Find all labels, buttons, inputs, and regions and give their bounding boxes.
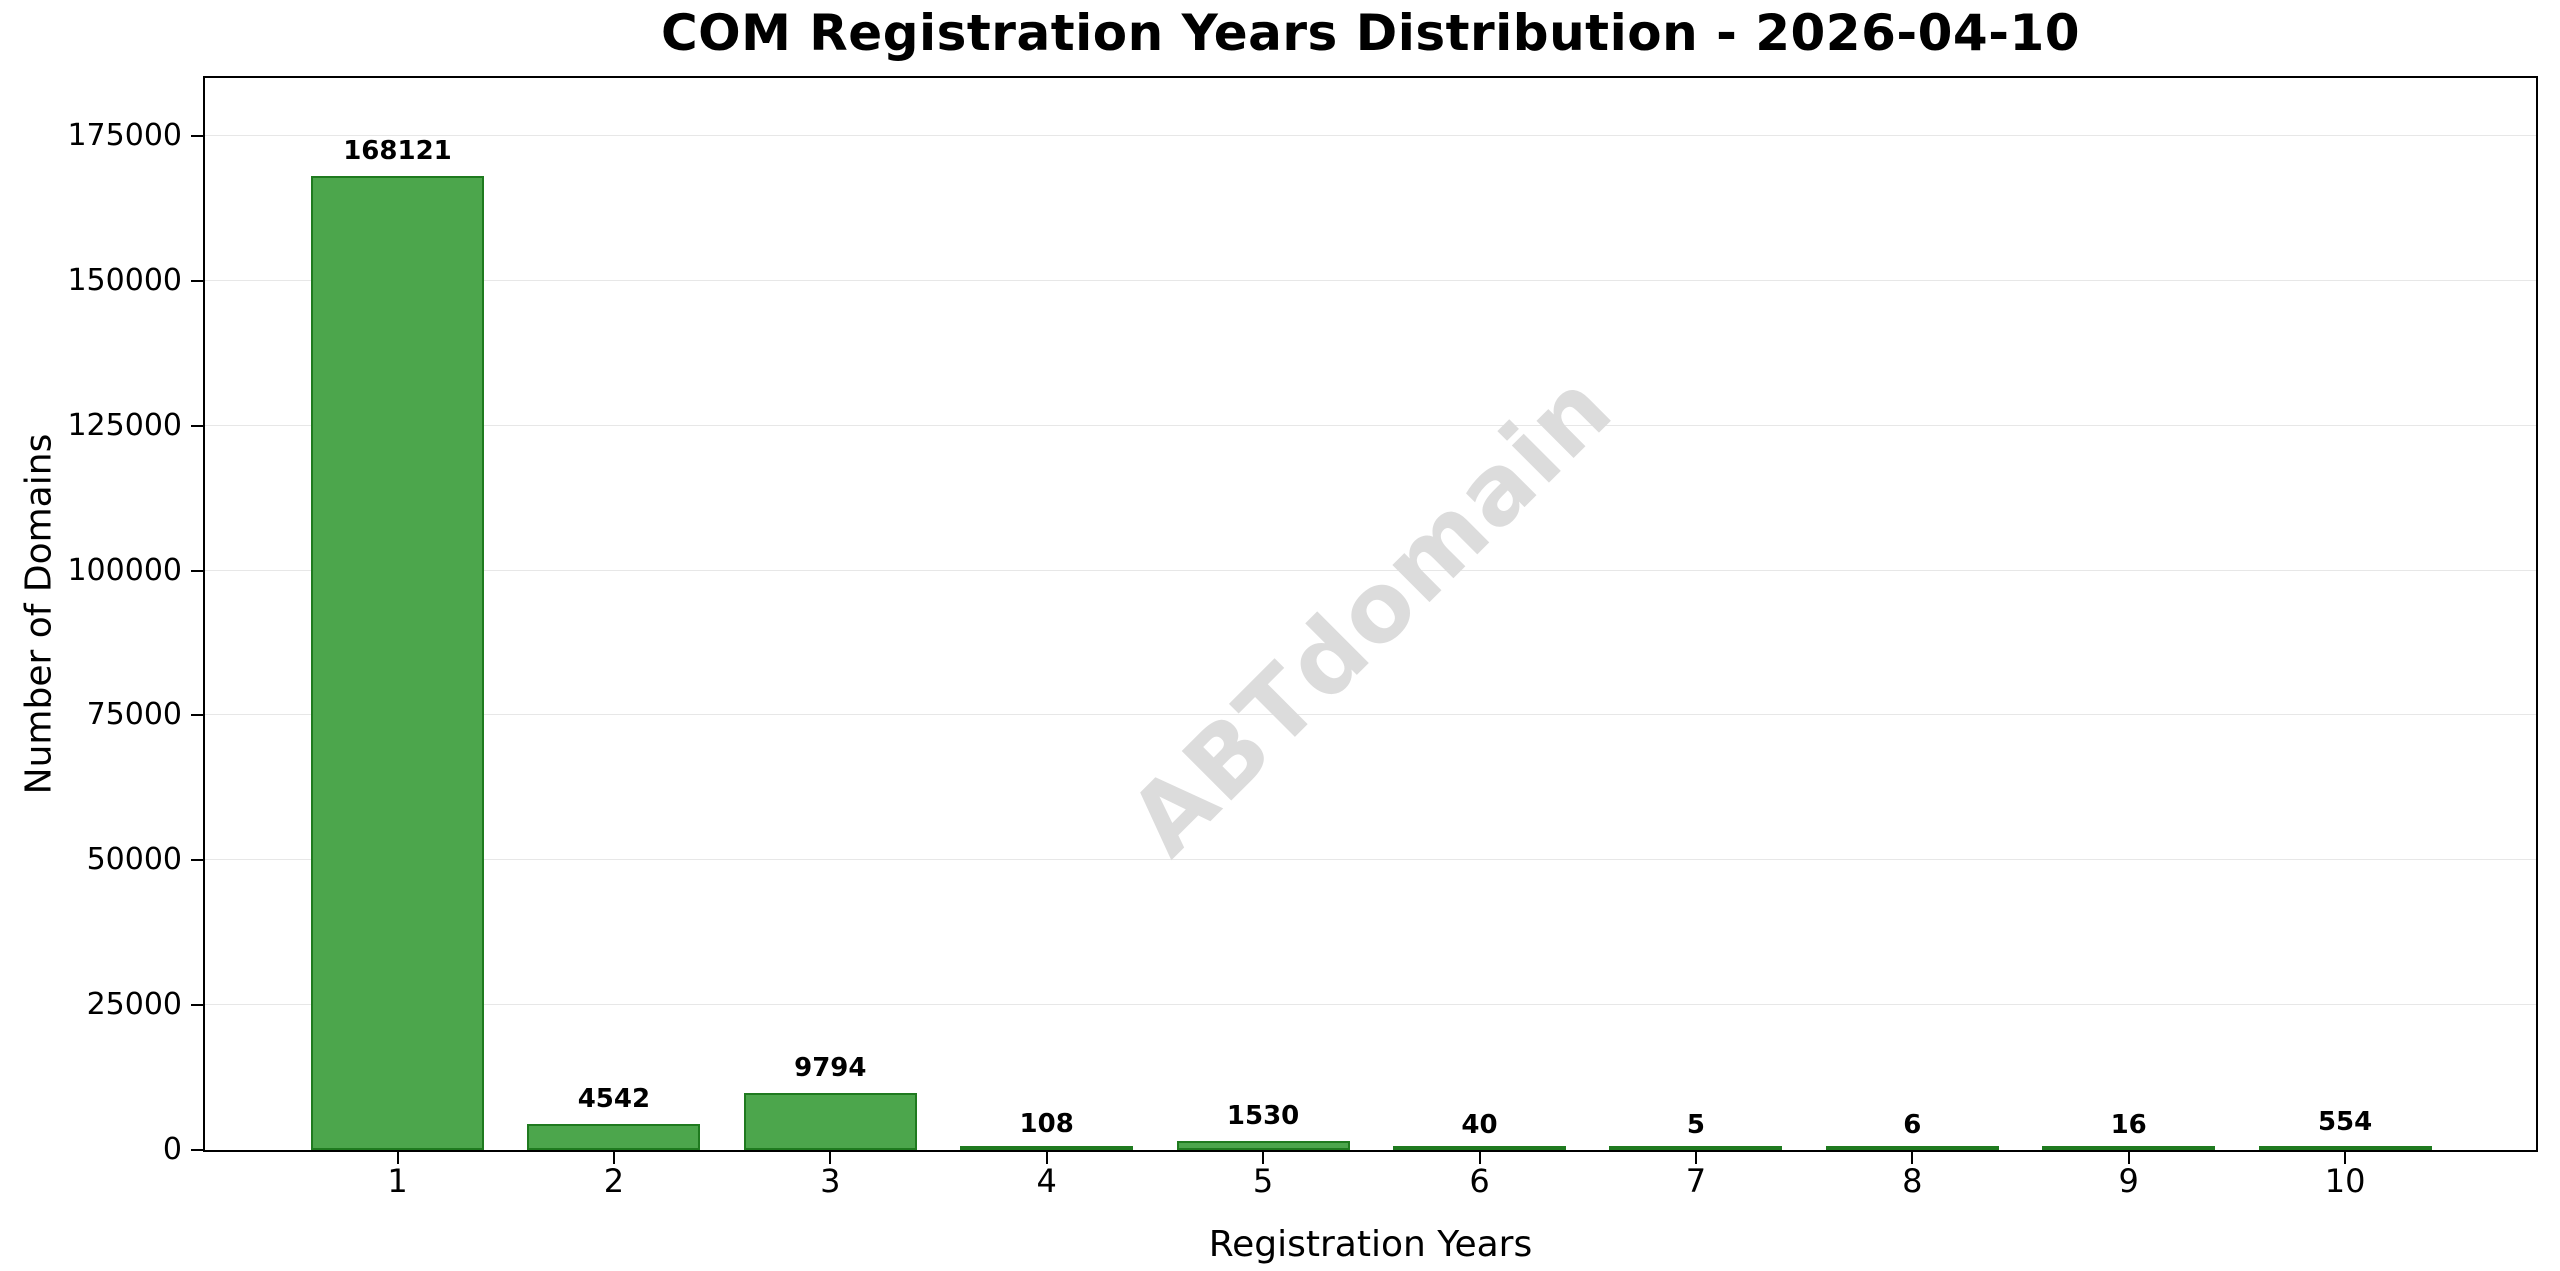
x-tick-mark [1478,1152,1481,1164]
gridline [205,859,2536,861]
bar [1609,1146,1783,1150]
x-tick-mark [396,1152,399,1164]
y-tick-label: 0 [162,1132,182,1167]
bar-value-label: 9794 [794,1053,867,1083]
y-axis-label: Number of Domains [18,433,60,795]
y-tick-mark [191,714,203,717]
gridline [205,714,2536,716]
x-tick-mark [2127,1152,2130,1164]
bar-value-label: 16 [2110,1110,2147,1140]
x-tick-label: 7 [1685,1162,1707,1200]
gridline [205,279,2536,281]
bar [1176,1141,1350,1150]
x-tick-mark [1694,1152,1697,1164]
y-tick-label: 75000 [86,697,182,733]
y-tick-mark [191,134,203,137]
x-tick-label: 8 [1902,1162,1923,1200]
bar [2042,1146,2216,1150]
bar [960,1146,1134,1150]
x-tick-label: 4 [1036,1162,1057,1200]
gridline [205,134,2536,136]
x-tick-label: 3 [820,1162,841,1200]
x-tick-mark [829,1152,832,1164]
bar-value-label: 40 [1461,1110,1498,1140]
x-tick-label: 1 [387,1162,408,1200]
gridline [205,569,2536,571]
y-tick-label: 100000 [67,552,182,588]
gridline [205,424,2536,426]
bar-value-label: 1530 [1226,1101,1300,1131]
bar [527,1124,701,1150]
x-tick-label: 9 [2118,1162,2139,1200]
y-tick-mark [191,569,203,572]
x-tick-mark [1262,1152,1265,1164]
chart-title: COM Registration Years Distribution - 20… [660,4,2081,62]
x-tick-label: 10 [2324,1162,2366,1200]
watermark-text: ABTdomain [1107,351,1634,877]
y-tick-label: 150000 [67,262,182,298]
y-tick-mark [191,1004,203,1007]
x-tick-mark [1045,1152,1048,1164]
bar-value-label: 6 [1903,1110,1922,1140]
x-tick-mark [612,1152,615,1164]
bar [2258,1146,2432,1150]
bar-value-label: 108 [1019,1109,1074,1139]
y-tick-label: 175000 [67,117,182,153]
x-tick-mark [2344,1152,2347,1164]
x-tick-label: 2 [603,1162,625,1200]
y-tick-mark [191,424,203,427]
y-tick-mark [191,859,203,862]
bar-value-label: 554 [2317,1107,2373,1137]
bar [311,176,484,1150]
bar [1825,1146,1999,1150]
y-tick-mark [191,1149,203,1151]
y-tick-mark [191,279,203,282]
x-axis-label: Registration Years [1208,1224,1533,1265]
bar [743,1093,917,1150]
bar-value-label: 168121 [343,136,452,166]
gridline [205,1004,2536,1006]
bar-value-label: 4542 [577,1084,651,1114]
y-tick-label: 50000 [86,842,182,878]
y-tick-label: 25000 [86,987,182,1023]
bar-value-label: 5 [1686,1110,1705,1140]
bar [1393,1146,1566,1150]
x-tick-label: 6 [1469,1162,1490,1200]
y-tick-label: 125000 [67,407,182,443]
plot-area: ABTdomain 168121 4542 9794 108 1530 40 5 6 16 554 [203,76,2538,1152]
x-tick-mark [1911,1152,1914,1164]
x-tick-label: 5 [1252,1162,1274,1200]
